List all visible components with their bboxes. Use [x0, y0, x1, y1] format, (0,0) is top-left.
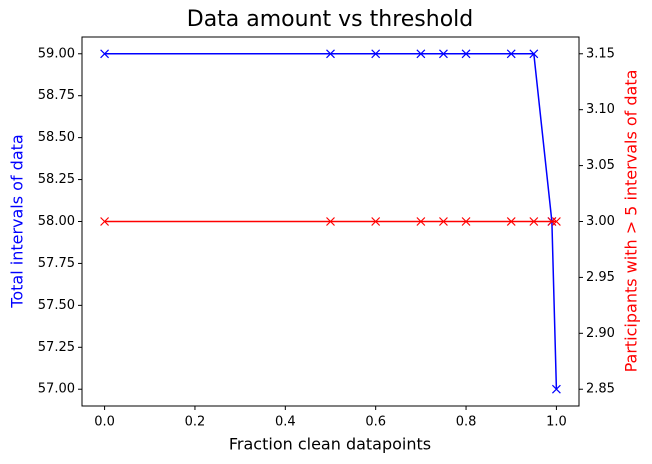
- y-tick-label: 57.00: [38, 382, 75, 397]
- x-tick-label: 0.8: [456, 415, 477, 430]
- y-tick-label: 57.75: [38, 256, 75, 271]
- y2-tick-label: 2.85: [586, 382, 615, 397]
- marker: [506, 217, 516, 226]
- marker: [371, 49, 381, 59]
- marker: [439, 217, 448, 226]
- marker: [551, 217, 561, 226]
- marker: [439, 49, 448, 59]
- x-tick-label: 0.0: [94, 415, 115, 430]
- y-tick-label: 58.75: [38, 88, 75, 103]
- chart-title: Data amount vs threshold: [187, 7, 473, 32]
- y-tick-label: 58.25: [38, 172, 75, 187]
- marker: [416, 217, 426, 226]
- y2-tick-label: 3.05: [586, 158, 615, 173]
- marker: [100, 49, 110, 59]
- y2-axis-label: Participants with > 5 intervals of data: [622, 70, 641, 373]
- marker: [529, 49, 539, 59]
- series-line: [104, 53, 558, 390]
- marker: [326, 217, 335, 226]
- x-tick-label: 1.0: [546, 415, 567, 430]
- x-axis-label: Fraction clean datapoints: [229, 435, 431, 454]
- marker: [326, 49, 335, 59]
- x-tick-label: 0.2: [185, 415, 206, 430]
- y-tick-label: 59.00: [38, 46, 75, 61]
- x-tick-label: 0.4: [275, 415, 296, 430]
- y2-tick-label: 2.95: [586, 270, 615, 285]
- marker: [461, 217, 471, 226]
- marker: [551, 384, 561, 394]
- y2-tick-label: 2.90: [586, 326, 615, 341]
- marker: [461, 49, 471, 59]
- y-tick-label: 57.25: [38, 340, 75, 355]
- marker: [529, 217, 539, 226]
- marker: [371, 217, 381, 226]
- y-tick-label: 57.50: [38, 298, 75, 313]
- y-axis-label: Total intervals of data: [8, 134, 27, 308]
- y2-tick-label: 3.10: [586, 102, 615, 117]
- y-tick-label: 58.00: [38, 214, 75, 229]
- marker: [506, 49, 516, 59]
- y-tick-label: 58.50: [38, 130, 75, 145]
- x-tick-label: 0.6: [365, 415, 386, 430]
- y2-tick-label: 3.00: [586, 214, 615, 229]
- marker: [100, 217, 110, 226]
- marker: [416, 49, 426, 59]
- y2-tick-label: 3.15: [586, 46, 615, 61]
